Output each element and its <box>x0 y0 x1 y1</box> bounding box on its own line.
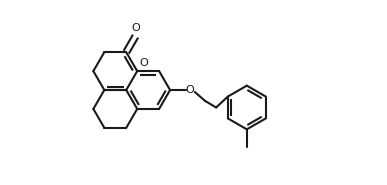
Text: O: O <box>139 58 148 68</box>
Text: O: O <box>185 85 194 95</box>
Text: O: O <box>131 23 140 33</box>
